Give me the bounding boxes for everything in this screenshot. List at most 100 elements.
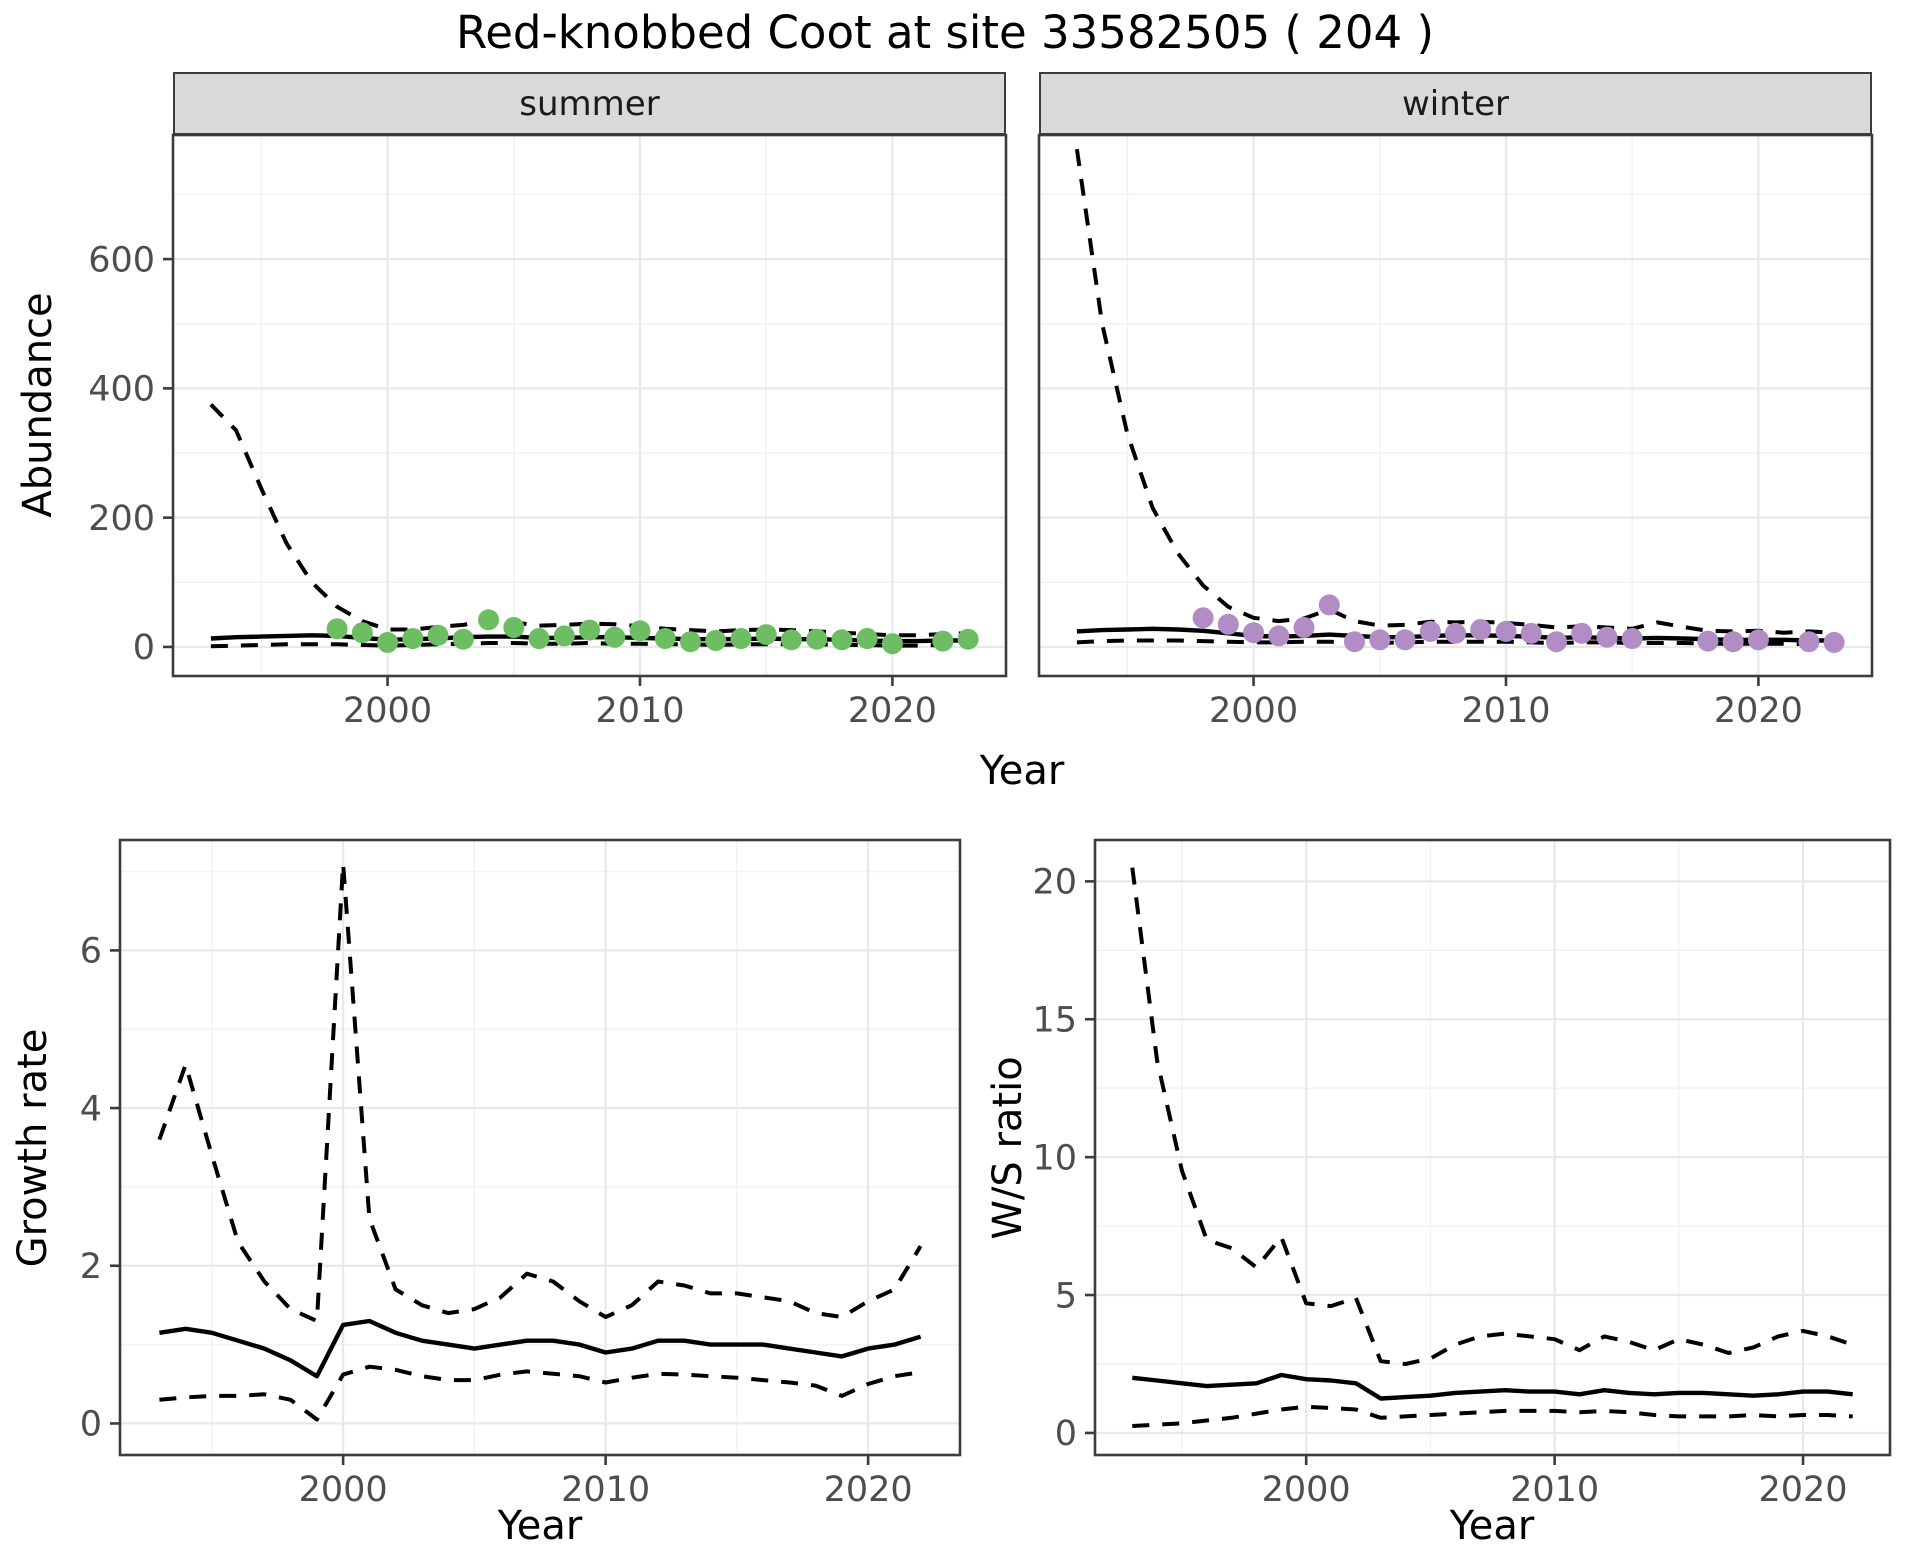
data-point bbox=[1596, 626, 1618, 648]
axis-x: 2000 2010 2020 bbox=[1262, 1455, 1848, 1510]
plot-area bbox=[1074, 148, 1845, 653]
axis-y: 0 2 4 6 bbox=[80, 932, 120, 1445]
x-tick-label: 2020 bbox=[824, 1470, 913, 1510]
data-point bbox=[377, 631, 399, 653]
data-point bbox=[553, 625, 575, 647]
data-point bbox=[957, 628, 979, 650]
panel-growth-rate: 2000 2010 2020 0 2 4 6 bbox=[80, 838, 962, 1510]
data-point bbox=[1722, 631, 1744, 653]
data-point bbox=[1217, 613, 1239, 635]
data-point bbox=[932, 630, 954, 652]
data-point bbox=[351, 622, 373, 644]
panel-background bbox=[1039, 135, 1872, 676]
plot-area bbox=[209, 403, 979, 655]
series-ci-1 bbox=[1130, 867, 1854, 1366]
x-tick-label: 2020 bbox=[1714, 691, 1803, 731]
x-tick-label: 2010 bbox=[561, 1470, 650, 1510]
y-tick-label: 10 bbox=[1032, 1138, 1077, 1178]
x-axis-title-year-ws: Year bbox=[1449, 1503, 1535, 1549]
data-point bbox=[881, 633, 903, 655]
data-point bbox=[1344, 631, 1365, 653]
gridlines-minor bbox=[1095, 840, 1890, 1455]
data-point bbox=[780, 629, 802, 651]
facet-strip-winter: winter bbox=[1039, 72, 1872, 135]
x-tick-label: 2020 bbox=[848, 691, 937, 731]
y-tick-label: 15 bbox=[1032, 1001, 1077, 1041]
data-point bbox=[629, 620, 651, 642]
y-tick-label: 0 bbox=[1055, 1414, 1077, 1454]
data-point bbox=[806, 628, 828, 650]
y-tick-label: 600 bbox=[88, 240, 155, 280]
data-point bbox=[326, 618, 348, 640]
series-ci-2 bbox=[1132, 1404, 1853, 1428]
data-point bbox=[705, 630, 727, 651]
x-axis-title-year-top: Year bbox=[979, 748, 1065, 794]
series-ci-1 bbox=[157, 861, 923, 1323]
axis-x: 2000 2010 2020 bbox=[1209, 676, 1803, 731]
gridlines-minor bbox=[120, 840, 960, 1455]
data-point bbox=[402, 628, 424, 649]
points-winter bbox=[1192, 594, 1845, 653]
plot-area bbox=[157, 861, 923, 1422]
x-tick-label: 2010 bbox=[595, 691, 684, 731]
panel-background bbox=[1095, 840, 1890, 1455]
y-tick-label: 5 bbox=[1055, 1276, 1077, 1316]
chart-title: Red-knobbed Coot at site 33582505 ( 204 … bbox=[455, 6, 1435, 59]
data-point bbox=[1268, 625, 1290, 647]
series-ci-2 bbox=[159, 1364, 921, 1422]
data-point bbox=[1293, 617, 1315, 638]
data-point bbox=[1747, 629, 1769, 651]
data-point bbox=[604, 626, 626, 648]
facet-strip-summer-label: summer bbox=[519, 83, 660, 124]
data-point bbox=[1520, 622, 1542, 644]
data-point bbox=[831, 629, 853, 651]
axis-x: 2000 2010 2020 bbox=[343, 676, 937, 731]
panel-abundance-winter: 2000 2010 2020 bbox=[1037, 133, 1874, 731]
series-median bbox=[1132, 1372, 1853, 1401]
x-tick-label: 2000 bbox=[343, 691, 432, 731]
y-tick-label: 0 bbox=[133, 628, 155, 668]
data-point bbox=[1470, 619, 1492, 640]
data-point bbox=[1798, 631, 1820, 653]
data-point bbox=[1394, 629, 1416, 651]
data-point bbox=[730, 628, 752, 649]
data-point bbox=[478, 609, 499, 631]
data-point bbox=[680, 631, 701, 653]
facet-strip-winter-label: winter bbox=[1401, 83, 1510, 124]
data-point bbox=[1419, 620, 1441, 642]
y-tick-label: 200 bbox=[88, 499, 155, 539]
panel-border bbox=[1037, 133, 1874, 678]
data-point bbox=[755, 624, 777, 646]
data-point bbox=[1546, 631, 1567, 653]
y-tick-label: 400 bbox=[88, 370, 155, 410]
points-summer bbox=[326, 609, 979, 655]
data-point bbox=[1621, 628, 1643, 649]
gridlines-minor bbox=[1039, 135, 1872, 676]
x-tick-label: 2000 bbox=[299, 1470, 388, 1510]
x-axis-title-year-growth: Year bbox=[497, 1503, 583, 1549]
panel-abundance-summer: 2000 2010 2020 0 200 400 600 bbox=[88, 133, 1008, 731]
data-point bbox=[452, 628, 474, 650]
panel-border bbox=[171, 133, 1008, 678]
series-ci-1 bbox=[1074, 148, 1835, 635]
x-tick-label: 2010 bbox=[1461, 691, 1550, 731]
gridlines-major bbox=[1039, 135, 1872, 676]
data-point bbox=[1243, 622, 1265, 644]
data-point bbox=[1571, 622, 1593, 644]
data-point bbox=[579, 619, 600, 641]
data-point bbox=[1318, 594, 1340, 616]
data-point bbox=[427, 624, 449, 646]
axis-y: 0 200 400 600 bbox=[88, 240, 173, 668]
data-point bbox=[1445, 622, 1466, 644]
data-point bbox=[1192, 607, 1214, 629]
panel-background bbox=[120, 840, 960, 1455]
y-tick-label: 2 bbox=[80, 1247, 102, 1287]
panel-ws-ratio: 2000 2010 2020 0 5 10 15 20 bbox=[1032, 838, 1892, 1510]
data-point bbox=[1697, 630, 1719, 652]
y-tick-label: 4 bbox=[80, 1089, 102, 1129]
panel-background bbox=[173, 135, 1006, 676]
plot-area bbox=[1130, 867, 1854, 1428]
axis-y: 0 5 10 15 20 bbox=[1032, 863, 1095, 1454]
gridlines-major bbox=[1095, 840, 1890, 1455]
